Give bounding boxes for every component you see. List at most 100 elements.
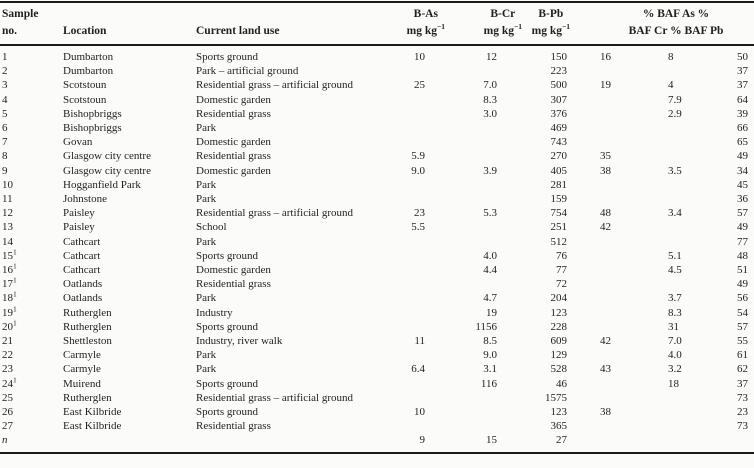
header-sample-line1: Sample xyxy=(2,8,39,20)
unit-superscript: −1 xyxy=(436,22,445,32)
footnote-marker: 1 xyxy=(13,318,17,328)
baf-as-cell xyxy=(570,263,636,277)
baf-cr-cell: 8 xyxy=(668,51,674,63)
table-row: 10 Hogganfield Park Park 281 45 xyxy=(0,178,754,192)
baf-as-cell xyxy=(570,178,636,192)
b-cr-cell: 4.7 xyxy=(483,292,497,305)
baf-cr-cell xyxy=(636,135,715,149)
baf-cr-cell: 5.1 xyxy=(668,249,682,262)
baf-as-cell: 48 xyxy=(600,207,611,220)
b-as-cell: 25 xyxy=(414,79,425,92)
location-cell: Glasgow city centre xyxy=(63,150,151,163)
baf-as-cell xyxy=(570,391,636,405)
location-cell: Oatlands xyxy=(63,292,103,305)
table-row: 11 Johnstone Park 159 36 xyxy=(0,192,754,206)
table-row: 23 Carmyle Park 6.4 3.1 528 43 3.2 62 xyxy=(0,362,754,376)
b-pb-cell: 129 xyxy=(550,349,568,362)
table-row: 12 Paisley Residential grass – artificial … xyxy=(0,206,754,220)
b-as-cell xyxy=(363,107,445,121)
baf-pb-cell: 55 xyxy=(737,335,749,348)
header-b-pb-label: B-Pb xyxy=(538,8,564,20)
b-pb-cell: 743 xyxy=(550,136,568,149)
table-row: 7 Govan Domestic garden 743 65 xyxy=(0,135,754,149)
sample-no-cell: 25 xyxy=(2,391,13,404)
sample-no-cell: 151 xyxy=(2,247,17,262)
b-pb-cell: 528 xyxy=(550,363,568,376)
footnote-marker: 1 xyxy=(13,375,17,385)
location-cell: Dumbarton xyxy=(63,51,114,63)
land-use-cell: Domestic garden xyxy=(196,164,271,177)
baf-as-cell xyxy=(570,348,636,362)
sample-no-cell: 181 xyxy=(2,289,17,305)
baf-as-cell xyxy=(570,277,636,291)
b-as-cell xyxy=(363,249,445,263)
sample-no-cell: 241 xyxy=(2,375,17,390)
location-cell: Scotstoun xyxy=(63,93,107,106)
baf-as-cell: 19 xyxy=(600,79,611,92)
land-use-cell xyxy=(195,433,363,452)
sample-no-cell: 14 xyxy=(2,235,13,248)
b-cr-cell xyxy=(445,277,522,291)
baf-pb-cell: 37 xyxy=(737,65,749,78)
baf-as-cell xyxy=(570,135,636,149)
b-as-cell: 5.5 xyxy=(411,221,425,234)
location-cell: Oatlands xyxy=(63,278,103,291)
baf-pb-cell: 37 xyxy=(737,79,749,92)
b-as-cell: 11 xyxy=(414,335,425,348)
b-pb-cell: 1575 xyxy=(545,391,567,404)
baf-cr-cell: 4.0 xyxy=(668,349,682,362)
b-cr-cell: 5.3 xyxy=(483,207,497,220)
b-cr-cell xyxy=(445,405,522,419)
baf-pb-cell: 66 xyxy=(737,122,749,135)
baf-cr-cell: 3.4 xyxy=(668,207,682,220)
land-use-cell: Park xyxy=(196,235,217,248)
land-use-cell: Industry, river walk xyxy=(196,335,283,348)
location-cell: Carmyle xyxy=(63,363,101,376)
baf-pb-cell: 36 xyxy=(737,193,749,206)
header-b-cr: B-Cr mg kg−1 xyxy=(445,2,522,46)
baf-pb-cell: 57 xyxy=(737,207,749,220)
unit-superscript: −1 xyxy=(513,22,522,32)
baf-cr-cell xyxy=(636,277,715,291)
table-body: 1 Dumbarton Sports ground 10 12 150 16 8 50 2 Dumb… xyxy=(0,45,754,453)
header-baf-group: % BAF As % BAF Cr % BAF Pb xyxy=(570,2,754,46)
table-row: 8 Glasgow city centre Residential grass 5.9… xyxy=(0,149,754,163)
baf-pb-cell: 56 xyxy=(737,292,749,305)
sample-no-cell: 191 xyxy=(2,304,17,319)
land-use-cell: Residential grass – artificial ground xyxy=(196,207,354,220)
b-as-cell: 6.4 xyxy=(411,363,425,376)
b-cr-cell xyxy=(445,135,522,149)
b-cr-cell xyxy=(445,192,522,206)
table-row: 151 Cathcart Sports ground 4.0 76 5.1 48 xyxy=(0,247,754,263)
land-use-cell: Park xyxy=(196,178,217,191)
baf-cr-cell: 4.5 xyxy=(668,264,682,277)
b-cr-cell: 8.5 xyxy=(483,335,497,348)
sample-no-cell: 13 xyxy=(2,221,13,234)
baf-pb-cell: 48 xyxy=(737,249,749,262)
b-cr-cell xyxy=(445,149,522,163)
baf-as-cell xyxy=(570,306,636,320)
location-cell: Glasgow city centre xyxy=(63,164,151,177)
land-use-cell: Sports ground xyxy=(196,51,259,63)
baf-cr-cell: 7.0 xyxy=(668,335,682,348)
table-row: 191 Rutherglen Industry 19 123 8.3 54 xyxy=(0,304,754,320)
land-use-cell: Residential grass xyxy=(196,150,271,163)
b-pb-cell: 46 xyxy=(556,377,567,390)
baf-pb-cell: 77 xyxy=(737,235,749,248)
sample-no-cell: 11 xyxy=(2,193,13,206)
baf-pb-cell: 73 xyxy=(737,420,749,433)
sample-no-cell: n xyxy=(2,434,8,447)
b-cr-cell xyxy=(445,64,522,78)
location-cell: Rutherglen xyxy=(63,320,112,333)
land-use-cell: School xyxy=(196,221,227,234)
b-as-cell xyxy=(363,64,445,78)
table-row: 201 Rutherglen Sports ground 1156 228 31 57 xyxy=(0,318,754,334)
baf-pb-cell: 64 xyxy=(737,93,749,106)
b-as-cell: 10 xyxy=(414,51,425,63)
location-cell: Rutherglen xyxy=(63,306,112,319)
baf-cr-cell xyxy=(636,433,715,452)
b-as-cell xyxy=(363,391,445,405)
header-baf-line1: % BAF As % xyxy=(642,8,710,20)
b-pb-cell: 609 xyxy=(550,335,568,348)
baf-cr-cell xyxy=(636,121,715,135)
